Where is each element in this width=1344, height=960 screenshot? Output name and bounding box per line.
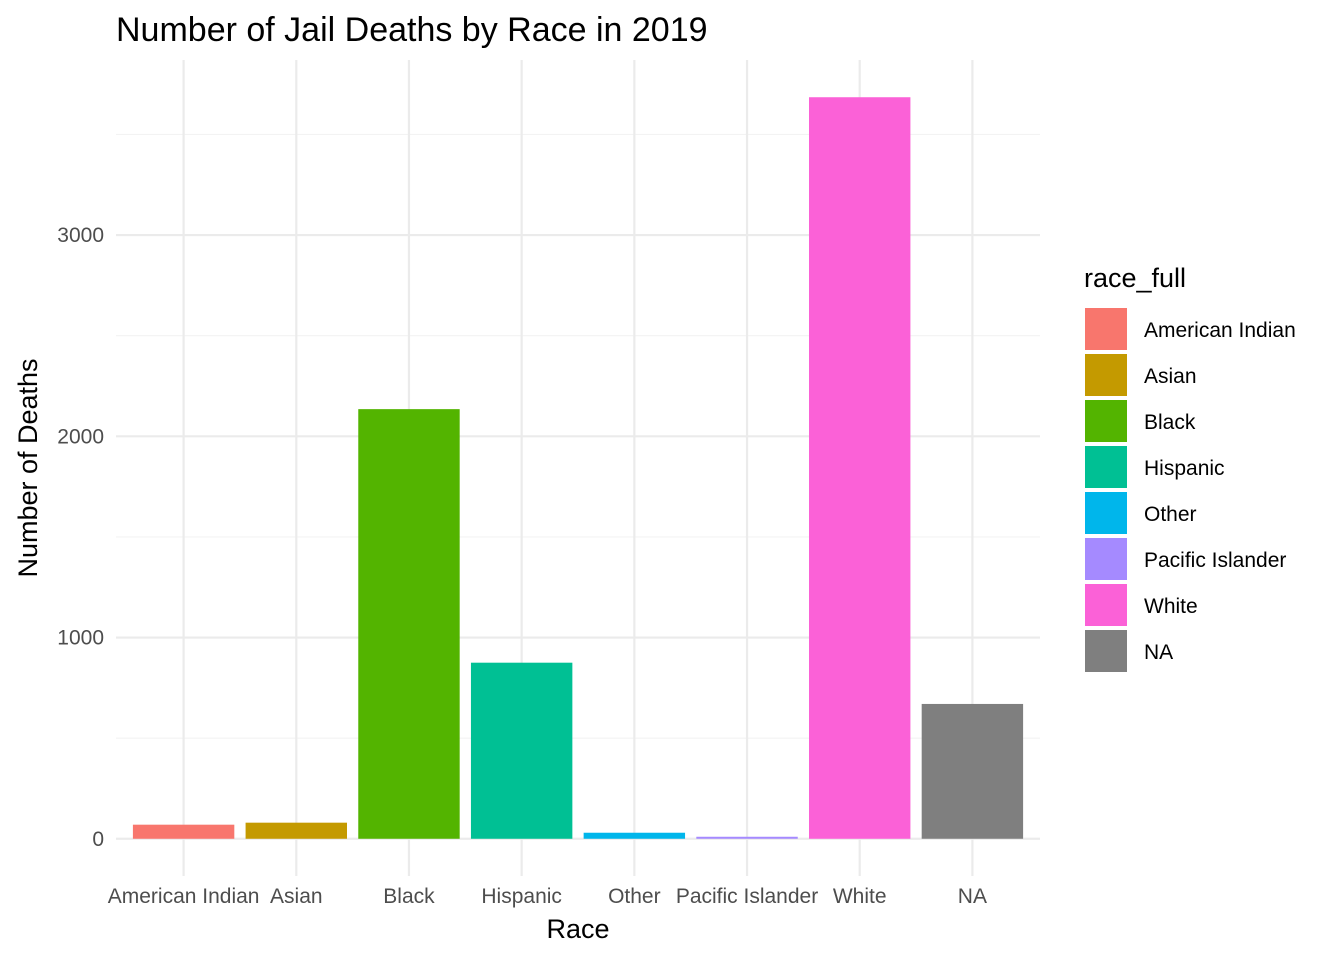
x-tick-label: Hispanic <box>481 885 562 908</box>
legend: race_full American Indian Asian Black Hispa… <box>1084 263 1296 672</box>
bar-black <box>358 409 460 839</box>
legend-swatch <box>1085 584 1127 626</box>
y-tick-label: 2000 <box>57 425 104 448</box>
bar-pacific-islander <box>696 836 798 839</box>
bar-other <box>583 832 686 839</box>
legend-label: Black <box>1144 411 1196 434</box>
legend-label: Hispanic <box>1144 457 1225 480</box>
legend-label: White <box>1144 595 1198 618</box>
y-axis-title: Number of Deaths <box>13 358 43 577</box>
bar-white <box>809 97 911 839</box>
x-axis-ticks: American Indian Asian Black Hispanic Other Pa… <box>108 885 987 908</box>
x-tick-label: Black <box>383 885 435 908</box>
y-axis-ticks: 0 1000 2000 3000 <box>57 224 104 851</box>
legend-swatch <box>1085 354 1127 396</box>
x-tick-label: American Indian <box>108 885 260 908</box>
legend-title: race_full <box>1084 263 1186 293</box>
legend-label: Asian <box>1144 365 1197 388</box>
legend-label: Pacific Islander <box>1144 549 1286 572</box>
x-tick-label: Other <box>608 885 661 908</box>
x-tick-label: Asian <box>270 885 323 908</box>
legend-swatch <box>1085 630 1127 672</box>
chart-title: Number of Jail Deaths by Race in 2019 <box>116 11 708 49</box>
grid-lines <box>116 60 1040 876</box>
x-tick-label: Pacific Islander <box>676 885 818 908</box>
legend-label: American Indian <box>1144 319 1296 342</box>
bar-hispanic <box>470 662 573 839</box>
x-axis-title: Race <box>546 914 609 944</box>
legend-label: NA <box>1144 641 1173 664</box>
y-tick-label: 0 <box>92 828 104 851</box>
legend-swatch <box>1085 308 1127 350</box>
bar-na <box>921 703 1024 839</box>
x-tick-label: White <box>833 885 887 908</box>
legend-label: Other <box>1144 503 1197 526</box>
legend-items: American Indian Asian Black Hispanic Other Pa… <box>1085 308 1296 672</box>
bar-american-indian <box>132 824 235 839</box>
legend-swatch <box>1085 538 1127 580</box>
x-tick-label: NA <box>958 885 987 908</box>
legend-swatch <box>1085 446 1127 488</box>
bars <box>132 97 1024 839</box>
legend-swatch <box>1085 400 1127 442</box>
legend-swatch <box>1085 492 1127 534</box>
y-tick-label: 3000 <box>57 224 104 247</box>
bar-asian <box>245 822 347 839</box>
y-tick-label: 1000 <box>57 627 104 650</box>
